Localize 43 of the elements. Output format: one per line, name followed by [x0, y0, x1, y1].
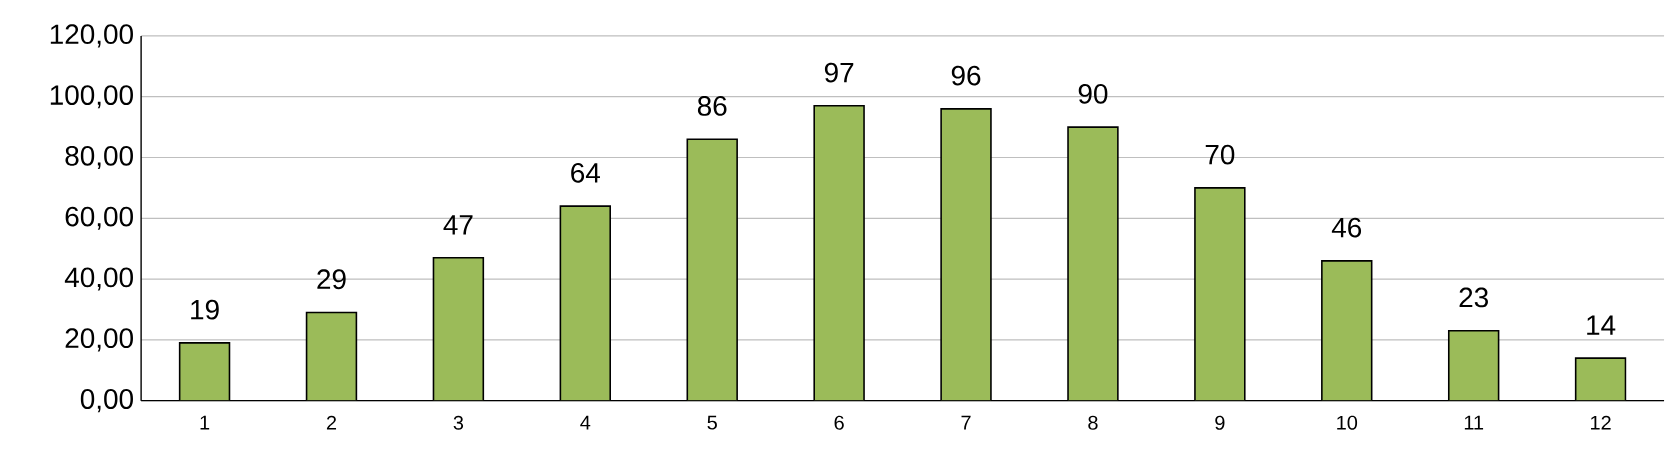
x-tick-label: 9: [1215, 415, 1225, 430]
data-label: 86: [697, 95, 727, 116]
bar: [178, 341, 231, 401]
data-label: 19: [191, 299, 219, 320]
x-tick-label: 7: [961, 415, 971, 430]
x-tick-label: 10: [1337, 415, 1358, 430]
x-tick-label: 8: [1088, 415, 1098, 430]
bar: [432, 256, 485, 401]
y-tick-label: 20,00: [65, 328, 133, 352]
bar: [1447, 329, 1500, 401]
x-tick-label: 11: [1464, 415, 1484, 430]
bar: [940, 107, 992, 401]
data-label: 14: [1587, 315, 1616, 335]
x-tick-label: 5: [707, 415, 717, 430]
bar: [1194, 186, 1246, 401]
x-tick-label: 3: [453, 415, 464, 430]
data-label: 47: [443, 214, 473, 235]
x-tick-label: 1: [200, 415, 210, 430]
data-label: 90: [1078, 83, 1108, 104]
x-tick-label: 12: [1591, 415, 1611, 430]
y-tick-label: 120,00: [50, 24, 133, 48]
bar: [1067, 126, 1119, 401]
bar: [813, 104, 865, 401]
x-tick-label: 4: [580, 415, 591, 430]
y-tick-label: 60,00: [65, 206, 133, 230]
y-tick-label: 0,00: [80, 388, 133, 412]
bar: [1321, 259, 1373, 401]
data-label: 70: [1205, 144, 1235, 165]
data-label: 23: [1459, 287, 1488, 308]
x-tick-label: 6: [834, 415, 844, 430]
data-label: 29: [317, 269, 346, 289]
data-label: 96: [951, 65, 981, 86]
x-tick-label: 2: [326, 415, 337, 430]
data-label: 64: [571, 162, 600, 183]
data-label: 46: [1331, 217, 1362, 238]
bar: [305, 311, 358, 401]
bar: [1574, 357, 1627, 401]
y-tick-label: 40,00: [64, 267, 133, 291]
bar: [559, 205, 612, 401]
y-tick-label: 100,00: [50, 84, 133, 108]
data-label: 97: [824, 62, 854, 83]
bar: [686, 138, 738, 401]
y-tick-label: 80,00: [65, 145, 133, 169]
